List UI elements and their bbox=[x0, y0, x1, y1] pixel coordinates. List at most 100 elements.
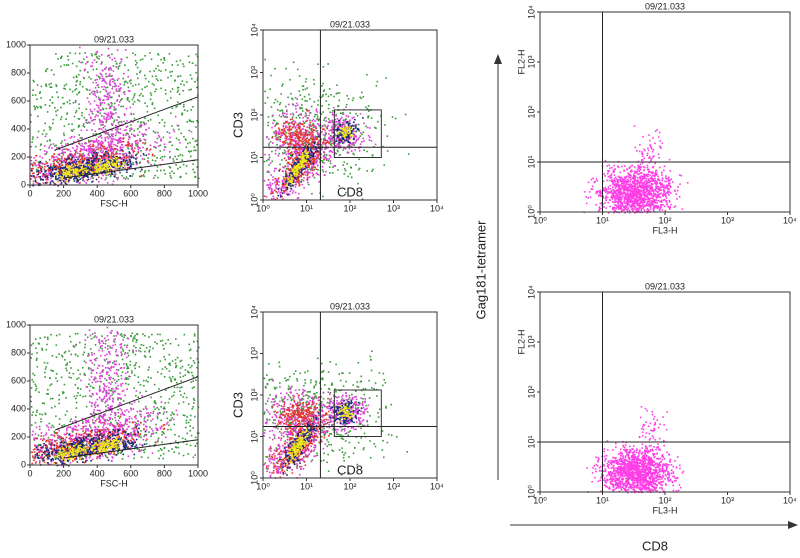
event-dot bbox=[62, 153, 65, 156]
event-dot bbox=[296, 150, 299, 153]
event-dot bbox=[103, 117, 105, 120]
event-dot bbox=[282, 124, 285, 127]
event-dot bbox=[331, 113, 334, 116]
event-dot bbox=[41, 133, 44, 135]
event-dot bbox=[98, 165, 101, 168]
event-dot bbox=[102, 142, 104, 145]
event-dot bbox=[192, 106, 194, 108]
event-dot bbox=[62, 102, 65, 105]
event-dot bbox=[302, 168, 304, 171]
event-dot bbox=[301, 160, 303, 163]
event-dot bbox=[296, 142, 299, 145]
event-dot bbox=[109, 155, 111, 158]
event-dot bbox=[103, 163, 106, 166]
event-dot bbox=[96, 165, 98, 168]
event-dot bbox=[90, 177, 92, 180]
event-dot bbox=[129, 152, 131, 154]
event-dot bbox=[88, 160, 90, 163]
event-dot bbox=[103, 168, 105, 171]
event-dot bbox=[101, 54, 103, 56]
event-dot bbox=[46, 111, 49, 113]
event-dot bbox=[139, 175, 141, 178]
event-dot bbox=[273, 197, 275, 200]
event-dot bbox=[298, 133, 300, 135]
event-dot bbox=[49, 181, 52, 184]
event-dot bbox=[314, 161, 317, 163]
event-dot bbox=[83, 154, 86, 156]
event-dot bbox=[157, 79, 159, 82]
event-dot bbox=[306, 119, 309, 122]
event-dot bbox=[127, 144, 129, 146]
event-dot bbox=[93, 92, 96, 95]
event-dot bbox=[122, 160, 125, 162]
event-dot bbox=[94, 141, 97, 143]
event-dot bbox=[91, 149, 94, 151]
event-dot bbox=[298, 128, 301, 130]
event-dot bbox=[312, 129, 315, 131]
event-dot bbox=[87, 158, 89, 161]
event-dot bbox=[63, 87, 65, 90]
event-dot bbox=[338, 141, 340, 144]
event-dot bbox=[313, 100, 316, 103]
event-dot bbox=[283, 132, 286, 135]
event-dot bbox=[104, 81, 107, 84]
event-dot bbox=[311, 155, 314, 157]
event-dot bbox=[322, 138, 325, 140]
event-dot bbox=[293, 166, 296, 169]
event-dot bbox=[356, 138, 359, 141]
event-dot bbox=[156, 169, 159, 172]
event-dot bbox=[50, 163, 52, 165]
y-tick-label: 200 bbox=[11, 151, 26, 161]
event-dot bbox=[77, 162, 79, 164]
event-dot bbox=[76, 79, 79, 82]
event-dot bbox=[335, 140, 337, 142]
event-dot bbox=[302, 165, 305, 168]
event-dot bbox=[285, 110, 288, 113]
event-dot bbox=[116, 149, 119, 151]
event-dot bbox=[323, 162, 325, 164]
event-dot bbox=[92, 151, 94, 154]
event-dot bbox=[168, 141, 171, 144]
event-dot bbox=[134, 83, 137, 86]
event-dot bbox=[349, 142, 352, 145]
event-dot bbox=[321, 128, 324, 131]
event-dot bbox=[125, 134, 127, 137]
event-dot bbox=[345, 139, 348, 142]
event-dot bbox=[110, 133, 113, 135]
event-dot bbox=[112, 70, 115, 72]
event-dot bbox=[65, 178, 68, 180]
event-dot bbox=[307, 149, 309, 152]
event-dot bbox=[112, 166, 115, 168]
event-dot bbox=[63, 139, 66, 141]
event-dot bbox=[88, 145, 91, 147]
event-dot bbox=[91, 181, 93, 183]
event-dot bbox=[315, 172, 318, 175]
event-dot bbox=[102, 69, 104, 72]
event-dot bbox=[109, 174, 112, 177]
event-dot bbox=[320, 131, 322, 134]
event-dot bbox=[122, 140, 125, 143]
event-dot bbox=[318, 136, 321, 139]
event-dot bbox=[73, 159, 75, 162]
event-dot bbox=[80, 168, 82, 170]
event-dot bbox=[86, 170, 88, 173]
event-dot bbox=[363, 140, 365, 142]
event-dot bbox=[49, 173, 52, 175]
event-dot bbox=[307, 181, 309, 184]
event-dot bbox=[306, 174, 309, 177]
event-dot bbox=[322, 195, 324, 198]
event-dot bbox=[99, 135, 101, 138]
event-dot bbox=[289, 168, 291, 171]
event-dot bbox=[301, 98, 304, 101]
event-dot bbox=[351, 128, 353, 131]
event-dot bbox=[125, 163, 128, 166]
event-dot bbox=[308, 134, 310, 136]
event-dot bbox=[294, 126, 297, 128]
event-dot bbox=[107, 114, 110, 116]
event-dot bbox=[297, 126, 300, 129]
event-dot bbox=[179, 166, 181, 169]
event-dot bbox=[117, 77, 120, 80]
event-dot bbox=[110, 105, 113, 107]
event-dot bbox=[79, 164, 82, 167]
event-dot bbox=[133, 135, 135, 137]
